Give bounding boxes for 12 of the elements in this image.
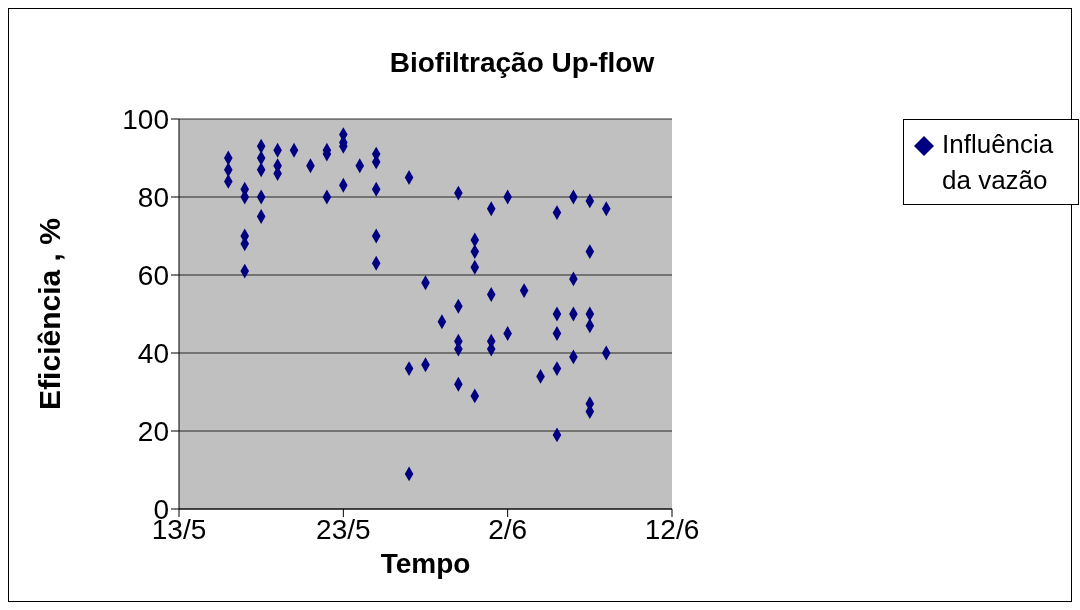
x-tick-label: 23/5 xyxy=(316,513,371,545)
y-tick-label: 20 xyxy=(137,415,169,447)
y-tick-label: 40 xyxy=(137,337,169,369)
y-tick-label: 60 xyxy=(137,259,169,291)
y-tick-label: 100 xyxy=(122,103,169,135)
x-tick-label: 2/6 xyxy=(488,513,528,545)
x-tick-label: 12/6 xyxy=(644,513,700,545)
y-tick-label: 80 xyxy=(137,181,169,213)
legend-label: Influência da vazão xyxy=(942,128,1055,197)
chart-title: Biofiltração Up-flow xyxy=(388,47,656,79)
x-axis-title: Tempo xyxy=(380,548,471,579)
y-axis-title: Eficiência , % xyxy=(32,218,66,410)
